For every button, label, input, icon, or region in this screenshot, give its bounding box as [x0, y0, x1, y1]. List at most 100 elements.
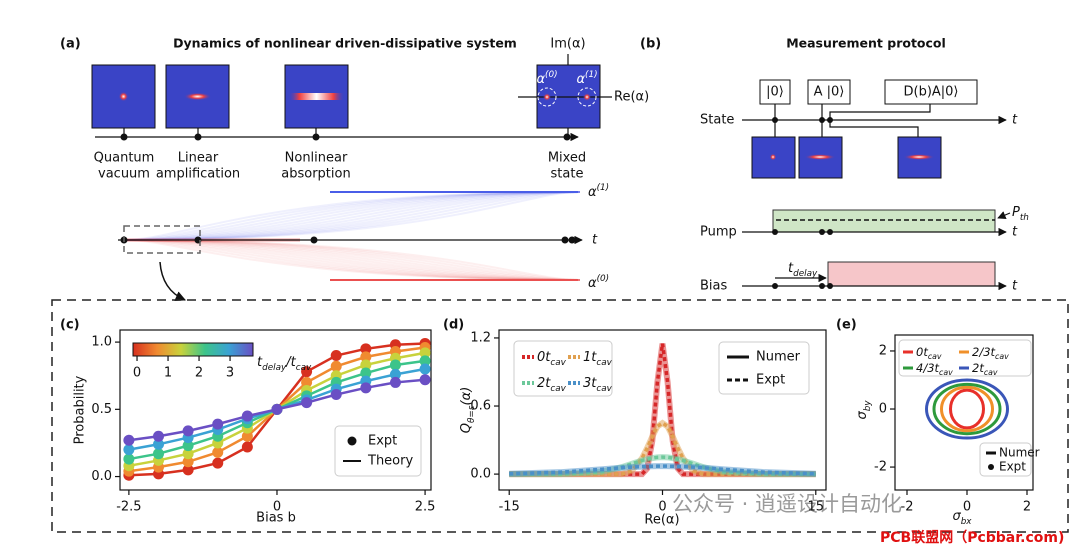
y-tick-label: 0.0	[91, 469, 112, 484]
label-part: cav	[596, 358, 612, 368]
stage-label: absorption	[281, 167, 350, 182]
row-label: State	[700, 113, 734, 128]
panel-title: Measurement protocol	[786, 36, 946, 51]
expt-point	[389, 368, 401, 380]
time-label: t	[592, 233, 598, 248]
x-tick-label: 15	[808, 500, 825, 515]
state-ellipse	[932, 382, 1002, 436]
expt-point	[241, 410, 253, 422]
label: 2tcav	[972, 361, 998, 378]
y-tick-label: 0.5	[91, 402, 112, 417]
zoom-box	[123, 225, 201, 254]
expt-point	[360, 343, 372, 355]
colorbar-tick-label: 1	[164, 366, 172, 381]
expt-point	[123, 453, 135, 465]
panel-label: (d)	[443, 318, 464, 333]
expt-point	[330, 360, 342, 372]
time-label: t	[1012, 113, 1018, 128]
legend-label: Expt	[756, 373, 785, 388]
trajectory	[123, 191, 581, 241]
legend-label: Numer	[999, 446, 1040, 460]
y-tick-label: 1.0	[91, 335, 112, 350]
colorbar-tick-label: 2	[195, 366, 203, 381]
blob	[183, 92, 212, 101]
label-part: by	[863, 400, 873, 412]
ket-box	[807, 79, 851, 105]
state-circle	[577, 87, 597, 107]
dashed-frame	[51, 299, 1069, 533]
state-circle	[537, 87, 557, 107]
label-part: cav	[928, 352, 942, 361]
trajectory	[123, 191, 581, 241]
ket-box	[759, 79, 791, 105]
ket-box	[884, 79, 978, 105]
expt-line	[509, 420, 816, 476]
expt-point	[182, 448, 194, 460]
colorbar-tick-label: 0	[133, 366, 141, 381]
trajectory	[123, 191, 581, 241]
label-part: cav	[995, 352, 1009, 361]
watermark: 公众号 · 逍遥设计自动化	[672, 492, 902, 516]
trajectory	[123, 191, 581, 241]
x-tick-label: -2	[901, 500, 914, 515]
label-part: σ	[952, 509, 961, 524]
expt-point	[182, 464, 194, 476]
legend-label: Expt	[368, 434, 397, 449]
trajectory	[123, 239, 581, 281]
label-part: P	[1012, 205, 1020, 220]
legend-swatch	[347, 436, 357, 446]
legend-box	[718, 341, 810, 395]
label: σby	[855, 400, 873, 420]
label-part: (0)	[597, 274, 610, 284]
expt-point	[182, 440, 194, 452]
label: α(1)	[588, 183, 609, 200]
trajectory	[123, 239, 581, 281]
label-part: (1)	[585, 70, 598, 80]
label-part: α	[576, 72, 585, 87]
label-part: /t	[285, 355, 296, 370]
trajectory	[123, 239, 581, 281]
blob	[583, 93, 591, 101]
stage-label: Linear	[178, 151, 219, 166]
label-part: α	[536, 72, 545, 87]
label-part: θ=ε	[467, 405, 477, 423]
colorbar-tick-label: 3	[226, 366, 234, 381]
stage-label: Mixed	[548, 151, 586, 166]
trajectory	[123, 191, 581, 241]
panel-label: (e)	[836, 318, 857, 333]
trajectory	[123, 239, 581, 281]
label: 0tcav	[537, 350, 567, 368]
ket-label: D(b)A|0⟩	[903, 85, 958, 100]
colorbar	[132, 342, 254, 357]
x-tick-label: 0	[963, 500, 971, 515]
x-tick-label: 0	[273, 500, 281, 515]
trajectory	[123, 191, 581, 241]
expt-point	[153, 448, 165, 460]
row-label: Pump	[700, 225, 737, 240]
label: tdelay/tcav	[257, 355, 312, 373]
trajectory	[123, 239, 581, 281]
expt-point	[212, 457, 224, 469]
trajectory	[123, 239, 581, 281]
expt-point	[389, 376, 401, 388]
legend-box	[513, 340, 613, 397]
trajectory	[123, 239, 581, 281]
label-part: Q	[459, 423, 474, 433]
label-part: delay	[793, 269, 818, 279]
expt-point	[360, 382, 372, 394]
panel-label: (c)	[60, 318, 80, 333]
blob	[118, 91, 129, 102]
trajectory	[123, 191, 581, 241]
trajectory	[123, 191, 581, 241]
label-part: 3t	[583, 376, 597, 391]
trajectory	[123, 191, 581, 241]
label-part: cav	[550, 384, 566, 394]
legend-label: Numer	[756, 350, 801, 365]
expt-point	[389, 359, 401, 371]
time-label: t	[1012, 225, 1018, 240]
label: 1tcav	[583, 350, 613, 368]
expt-line	[509, 464, 816, 476]
trajectory	[123, 191, 581, 241]
blob	[543, 93, 551, 101]
